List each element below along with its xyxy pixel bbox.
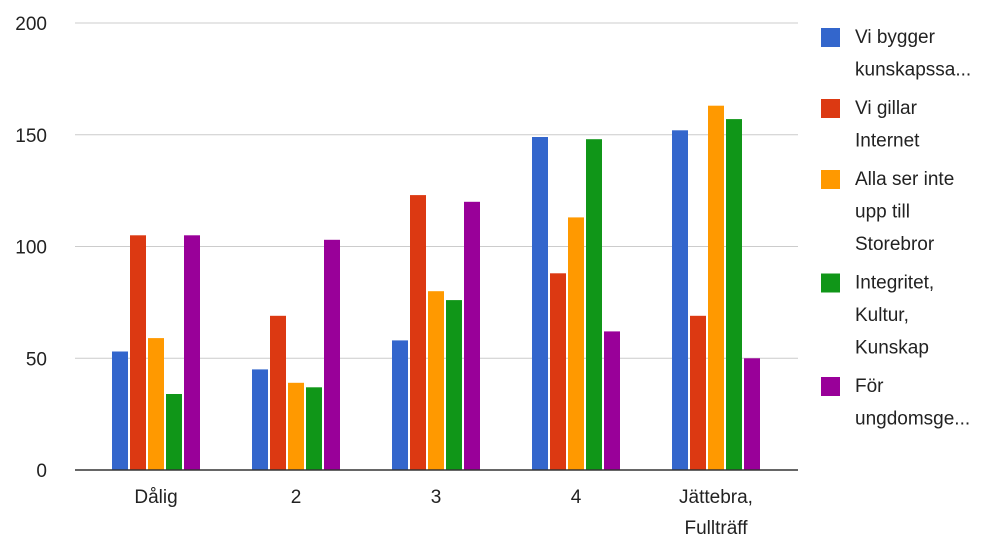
bar bbox=[586, 139, 602, 470]
legend-label-line: ungdomsge... bbox=[855, 409, 970, 430]
legend: Vi bygger kunskapssa... Vi gillar Internet A… bbox=[821, 27, 971, 430]
bar bbox=[672, 130, 688, 471]
x-tick-label: Jättebra, Fullträff bbox=[679, 487, 753, 537]
bar bbox=[252, 369, 268, 470]
x-tick-label: 2 bbox=[291, 487, 302, 508]
legend-item: Alla ser inte upp till Storebror bbox=[821, 169, 954, 255]
bar bbox=[410, 195, 426, 470]
x-tick-label: 3 bbox=[431, 487, 442, 508]
x-tick-label: 4 bbox=[571, 487, 582, 508]
x-axis-tick-labels: Dålig 2 3 4 Jättebra, Fullträff bbox=[134, 487, 753, 537]
legend-swatch bbox=[821, 99, 840, 118]
legend-label: Vi bygger kunskapssa... bbox=[855, 27, 971, 81]
y-tick-label: 150 bbox=[15, 126, 47, 147]
legend-swatch bbox=[821, 273, 840, 293]
y-axis-tick-labels: 0 50 100 150 200 bbox=[15, 14, 47, 482]
bar bbox=[532, 137, 548, 470]
bar bbox=[690, 315, 706, 470]
bar bbox=[568, 217, 584, 470]
legend-label-line: Storebror bbox=[855, 234, 935, 255]
bar bbox=[464, 201, 480, 471]
legend-label-line: För bbox=[855, 376, 884, 397]
legend-label: Integritet, Kultur, Kunskap bbox=[855, 273, 934, 359]
legend-label-line: Kunskap bbox=[855, 338, 929, 359]
x-tick-label-line: Dålig bbox=[134, 487, 177, 508]
legend-swatch bbox=[821, 377, 840, 396]
bar bbox=[148, 338, 164, 470]
legend-swatch bbox=[821, 170, 840, 189]
bar bbox=[392, 340, 408, 470]
x-tick-label-line: Fullträff bbox=[684, 518, 748, 537]
legend-item: För ungdomsge... bbox=[821, 376, 970, 430]
legend-swatch bbox=[821, 28, 840, 47]
bars bbox=[112, 105, 760, 471]
bar bbox=[726, 119, 742, 470]
bar bbox=[184, 235, 200, 470]
legend-item: Integritet, Kultur, Kunskap bbox=[821, 273, 934, 359]
x-tick-label-line: 2 bbox=[291, 487, 302, 508]
bar bbox=[112, 351, 128, 470]
bar bbox=[446, 300, 462, 470]
legend-label-line: Internet bbox=[855, 131, 920, 152]
x-tick-label: Dålig bbox=[134, 487, 177, 508]
legend-label: För ungdomsge... bbox=[855, 376, 970, 430]
legend-label: Vi gillar Internet bbox=[855, 98, 920, 152]
y-tick-label: 200 bbox=[15, 14, 47, 35]
x-tick-label-line: Jättebra, bbox=[679, 487, 753, 508]
bar bbox=[166, 394, 182, 470]
y-tick-label: 0 bbox=[36, 461, 47, 482]
bar bbox=[288, 382, 304, 470]
bar bbox=[130, 235, 146, 470]
bar bbox=[550, 273, 566, 470]
y-tick-label: 100 bbox=[15, 238, 47, 259]
legend-label-line: kunskapssa... bbox=[855, 60, 971, 81]
legend-label-line: Alla ser inte bbox=[855, 169, 954, 190]
bar bbox=[744, 358, 760, 471]
bar bbox=[708, 105, 724, 470]
legend-item: Vi gillar Internet bbox=[821, 98, 920, 152]
bar bbox=[428, 291, 444, 470]
legend-label: Alla ser inte upp till Storebror bbox=[855, 169, 954, 255]
legend-label-line: Kultur, bbox=[855, 305, 909, 326]
x-tick-label-line: 3 bbox=[431, 487, 442, 508]
legend-label-line: upp till bbox=[855, 202, 910, 223]
x-tick-label-line: 4 bbox=[571, 487, 582, 508]
legend-label-line: Vi gillar bbox=[855, 98, 918, 119]
legend-item: Vi bygger kunskapssa... bbox=[821, 27, 971, 81]
legend-label-line: Vi bygger bbox=[855, 27, 936, 48]
bar bbox=[270, 315, 286, 470]
bar bbox=[306, 387, 322, 470]
bar bbox=[604, 331, 620, 470]
bar bbox=[324, 239, 340, 470]
y-tick-label: 50 bbox=[26, 349, 47, 370]
legend-label-line: Integritet, bbox=[855, 273, 934, 294]
